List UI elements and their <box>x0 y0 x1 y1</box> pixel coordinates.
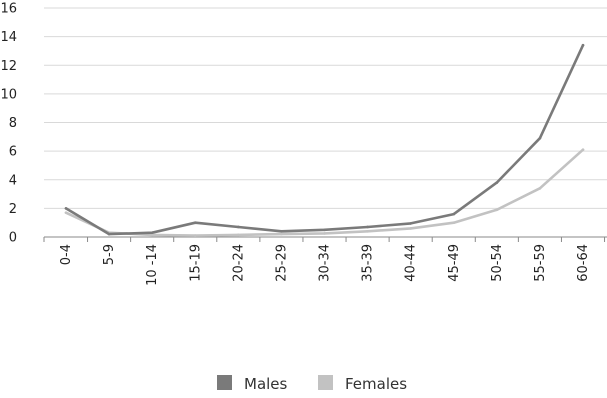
data-point <box>495 208 499 212</box>
data-point <box>581 148 585 151</box>
data-point <box>237 233 240 237</box>
legend: Males Females <box>217 375 407 393</box>
y-tick-label: 6 <box>9 145 17 160</box>
y-tick-label: 0 <box>9 231 17 246</box>
series-lines <box>64 43 585 237</box>
y-axis-ticks: 0 2 4 6 8 10 12 14 16 <box>0 2 17 246</box>
x-tick-label: 15-19 <box>188 244 203 282</box>
x-tick-label: 0-4 <box>59 244 74 265</box>
y-tick-label: 2 <box>9 202 17 217</box>
x-tick-label: 50-54 <box>490 244 505 282</box>
x-tick-label: 5-9 <box>102 244 117 265</box>
y-tick-label: 4 <box>9 173 17 188</box>
legend-label-females: Females <box>345 375 407 393</box>
y-tick-label: 8 <box>9 116 17 131</box>
x-tick-label: 30-34 <box>318 244 333 282</box>
legend-swatch-females <box>318 375 333 390</box>
data-point <box>150 233 154 237</box>
x-tick-label: 20-24 <box>231 244 246 282</box>
x-tick-label: 10 -14 <box>145 244 160 286</box>
x-tick-label: 60-64 <box>576 244 591 282</box>
data-point <box>64 211 68 214</box>
series-line-females <box>64 148 585 237</box>
x-tick-label: 35-39 <box>361 244 376 282</box>
data-point <box>193 234 197 237</box>
data-point <box>366 229 369 233</box>
x-axis: 0-4 5-9 10 -14 15-19 20-24 25-29 30-34 35-39 40-… <box>43 236 607 286</box>
x-tick-label: 40-44 <box>404 244 419 282</box>
x-tick-label: 45-49 <box>447 244 462 282</box>
y-tick-label: 14 <box>0 30 17 45</box>
data-point <box>538 187 542 190</box>
x-tick-label: 25-29 <box>274 244 289 282</box>
legend-label-males: Males <box>244 375 288 393</box>
legend-swatch-males <box>217 375 232 390</box>
grid-lines <box>44 7 607 238</box>
data-point <box>280 232 283 236</box>
data-point <box>409 227 412 230</box>
x-tick-label: 55-59 <box>533 244 548 282</box>
y-tick-label: 12 <box>0 59 17 74</box>
data-point <box>452 221 456 224</box>
series-line-males <box>64 43 585 236</box>
y-tick-label: 10 <box>0 87 17 102</box>
data-point <box>323 232 326 235</box>
y-tick-label: 16 <box>0 2 17 17</box>
